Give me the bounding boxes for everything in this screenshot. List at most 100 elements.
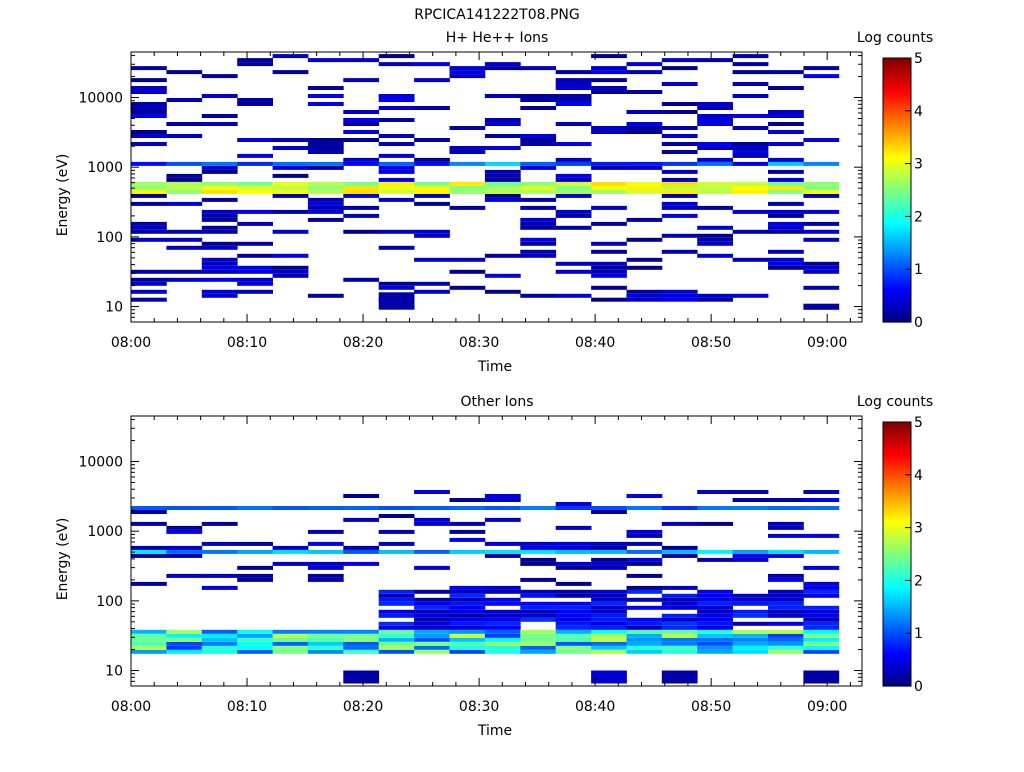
heatmap-cell — [378, 165, 415, 170]
heatmap-cell — [661, 641, 698, 646]
heatmap-cell — [697, 549, 733, 554]
heatmap-cell — [343, 670, 380, 684]
heatmap-cell — [343, 649, 380, 654]
heatmap-cell — [449, 74, 486, 79]
heatmap-cell — [697, 58, 733, 63]
heatmap-cell — [237, 277, 273, 282]
heatmap-cell — [555, 173, 592, 178]
heatmap-cell — [591, 161, 627, 166]
colorbar-segment — [883, 60, 911, 64]
heatmap-cell — [555, 617, 592, 622]
colorbar-segment — [883, 58, 911, 62]
heatmap-cell — [378, 161, 415, 166]
colorbar-segment — [883, 314, 911, 318]
x-tick-label: 08:40 — [575, 335, 615, 351]
heatmap-cell — [484, 185, 521, 190]
colorbar-segment — [883, 155, 911, 159]
heatmap-cell — [378, 281, 415, 286]
heatmap-cell — [414, 490, 450, 494]
heatmap-cell — [697, 521, 733, 526]
heatmap-cell — [803, 66, 840, 71]
heatmap-cell — [591, 561, 627, 566]
heatmap-cell — [131, 225, 167, 230]
heatmap-cell — [484, 253, 521, 258]
heatmap-cell — [237, 506, 273, 510]
heatmap-cell — [201, 293, 238, 298]
colorbar-segment — [883, 474, 911, 479]
heatmap-cell — [803, 621, 840, 626]
colorbar-segment — [883, 509, 911, 513]
heatmap-cell — [591, 641, 627, 646]
colorbar: 0 1 2 3 4 5 — [882, 51, 923, 331]
heatmap-cell — [201, 257, 238, 262]
heatmap-cell — [803, 670, 840, 684]
heatmap-cell — [555, 193, 592, 198]
colorbar-segment — [883, 163, 911, 167]
heatmap-cell — [484, 645, 521, 650]
colorbar-segment — [883, 511, 911, 515]
heatmap-cell — [803, 589, 840, 594]
colorbar-segment — [883, 604, 911, 608]
heatmap-cell — [131, 181, 167, 186]
heatmap-cell — [131, 185, 167, 190]
colorbar-segment — [883, 168, 911, 173]
heatmap-cell — [484, 613, 521, 618]
heatmap-cell — [768, 261, 804, 266]
colorbar-segment — [883, 240, 911, 244]
panel-h-he-ions: H+ He++ Ions 08:00 08:10 08:20 08:30 08:40 08… — [55, 30, 933, 375]
heatmap-cell — [272, 506, 309, 510]
heatmap-cell — [272, 633, 309, 638]
colorbar-segment — [883, 124, 911, 128]
heatmap-cell — [591, 273, 627, 278]
heatmap-cell — [732, 146, 769, 150]
heatmap-cell — [520, 649, 557, 654]
heatmap-cell — [449, 645, 486, 650]
colorbar-segment — [883, 153, 911, 157]
colorbar-segment — [883, 585, 911, 589]
colorbar-segment — [883, 87, 911, 91]
colorbar-frame — [882, 421, 912, 687]
heatmap-cell — [661, 126, 698, 130]
heatmap-cell — [697, 106, 733, 110]
heatmap-cell — [378, 529, 415, 534]
heatmap-cell — [626, 649, 663, 654]
heatmap-cell — [166, 645, 203, 650]
heatmap-cell — [555, 82, 592, 86]
y-tick-label: 1000 — [87, 524, 123, 540]
colorbar-segment — [883, 121, 911, 125]
heatmap-cell — [343, 189, 380, 194]
colorbar-segment — [883, 440, 911, 444]
heatmap-cell — [626, 541, 663, 546]
heatmap-cell — [555, 637, 592, 642]
heatmap-cell — [201, 506, 238, 510]
heatmap-cell — [414, 645, 450, 650]
heatmap-cell — [237, 573, 273, 578]
heatmap-cell — [661, 161, 698, 166]
heatmap-cell — [237, 633, 273, 638]
heatmap-cell — [484, 146, 521, 150]
heatmap-cell — [697, 613, 733, 618]
heatmap-cell — [201, 245, 238, 250]
heatmap-cell — [378, 621, 415, 626]
heatmap-cell — [166, 134, 203, 138]
heatmap-cell — [343, 506, 380, 510]
heatmap-cell — [661, 142, 698, 146]
heatmap-cell — [378, 62, 415, 67]
heatmap-cell — [272, 561, 309, 566]
heatmap-cell — [272, 637, 309, 642]
heatmap-cell — [591, 285, 627, 290]
heatmap-cell — [555, 157, 592, 162]
colorbar-segment — [883, 261, 911, 265]
colorbar-segment — [883, 89, 911, 93]
heatmap-cell — [803, 237, 840, 242]
heatmap-cell — [378, 98, 415, 102]
x-tick-label: 09:00 — [807, 699, 847, 715]
colorbar-segment — [883, 519, 911, 523]
heatmap-cell — [307, 205, 344, 210]
heatmap-cell — [272, 629, 309, 634]
colorbar-segment — [883, 480, 911, 484]
heatmap-cell — [768, 621, 804, 626]
heatmap-cell — [555, 633, 592, 638]
colorbar-segment — [883, 134, 911, 138]
heatmap-cell — [237, 62, 273, 67]
